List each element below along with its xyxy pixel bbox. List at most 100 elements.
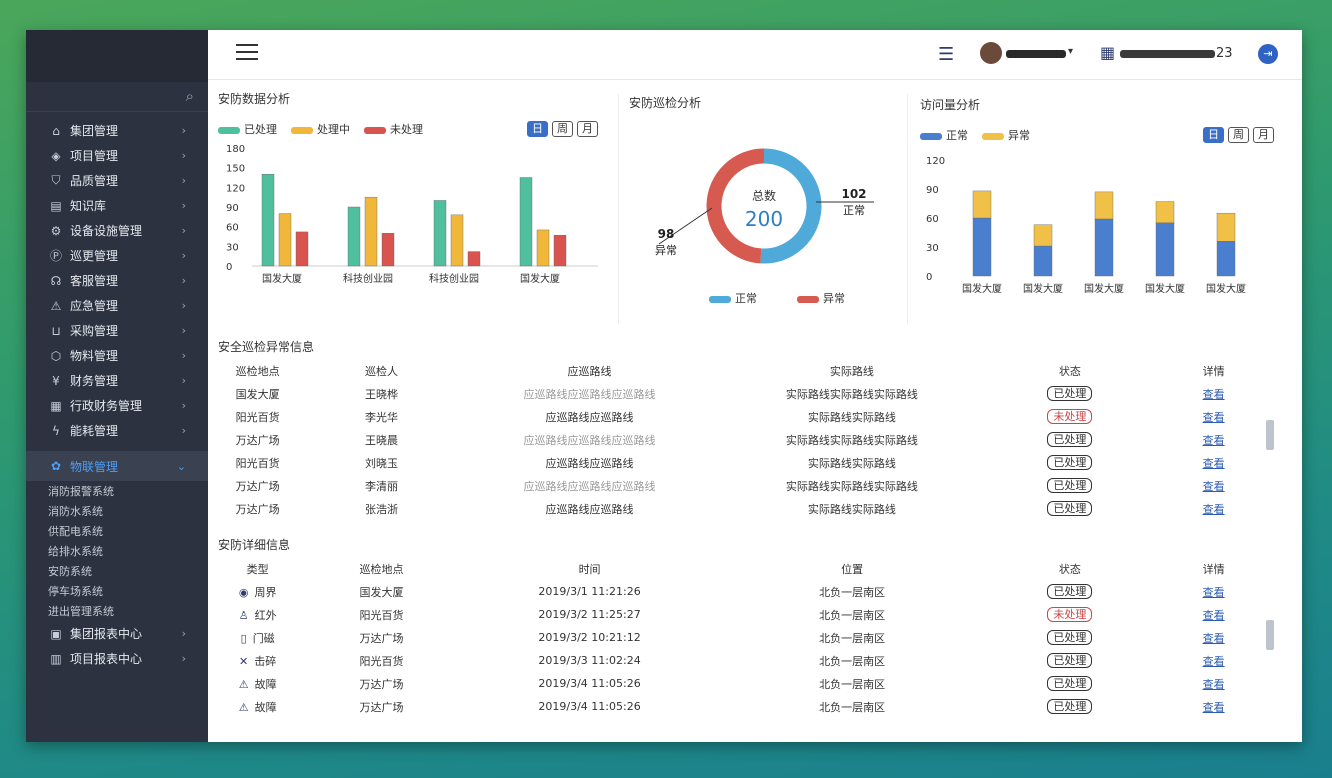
abnormal-label: 异常 [655,244,677,257]
sidebar-item[interactable]: ▤ 知识库 › [26,193,208,218]
sidebar-item[interactable]: ⌂ 集团管理 › [26,118,208,143]
bar [347,206,361,267]
column-header: 应巡路线 [567,364,612,378]
search-icon[interactable]: ⌕ [185,87,194,105]
avatar[interactable] [980,42,1002,64]
range-day-button[interactable]: 日 [1203,127,1224,143]
type-label: 门磁 [252,631,275,645]
view-link[interactable]: 查看 [1202,479,1225,493]
table-cell: 北负一层南区 [819,700,886,714]
view-link[interactable]: 查看 [1202,410,1225,424]
table-header: 巡检地点 巡检人 应巡路线 实际路线 状态 详情 [218,359,1278,382]
table-cell: 实际路线实际路线 [807,502,896,516]
scrollbar[interactable] [1266,620,1274,650]
view-link[interactable]: 查看 [1202,608,1225,622]
patrol-chart-panel: 安防巡检分析 总数 200 102 正常 98 异常 正常 异常 [618,94,908,324]
bar [519,177,533,267]
sidebar-subitem[interactable]: 消防水系统 [48,505,103,518]
door-sensor-icon: ▯ [240,631,247,645]
scrollbar[interactable] [1266,420,1274,450]
menu-toggle-icon[interactable] [236,44,258,62]
range-month-button[interactable]: 月 [577,121,598,137]
table-cell: 查看 [1149,695,1278,718]
table-cell: 国发大厦 [235,387,280,401]
sidebar-item[interactable]: ◈ 项目管理 › [26,143,208,168]
patrol-exception-panel: 安全巡检异常信息 巡检地点 巡检人 应巡路线 实际路线 状态 详情 国发大厦 王晓桦 应巡路线应… [218,338,1288,520]
y-tick-label: 90 [926,185,939,196]
sidebar-item-label: 客服管理 [70,274,119,288]
sidebar-item[interactable]: Ⓟ 巡更管理 › [26,243,208,268]
sidebar-item[interactable]: ϟ 能耗管理 › [26,418,208,443]
chart-legend: 正常 异常 [920,127,1030,143]
donut-center-value: 200 [745,207,783,231]
sidebar-item-label: 采购管理 [70,324,119,338]
sidebar-subitem[interactable]: 进出管理系统 [48,605,114,618]
view-link[interactable]: 查看 [1202,456,1225,470]
sidebar-item[interactable]: ▦ 行政财务管理 › [26,393,208,418]
table-cell: 刘晓玉 [364,456,398,470]
sidebar-item[interactable]: ⚙ 设备设施管理 › [26,218,208,243]
view-link[interactable]: 查看 [1202,654,1225,668]
view-link[interactable]: 查看 [1202,631,1225,645]
status-badge: 已处理 [1047,501,1093,516]
sidebar-subitem[interactable]: 给排水系统 [48,545,103,558]
sidebar-item[interactable]: ⚠ 应急管理 › [26,293,208,318]
sidebar-item[interactable]: ☊ 客服管理 › [26,268,208,293]
view-link[interactable]: 查看 [1202,502,1225,516]
x-tick-label: 国发大厦 [1023,282,1063,295]
range-week-button[interactable]: 周 [552,121,573,137]
username[interactable] [1006,50,1066,58]
bar [1033,224,1053,247]
chart-legend: 已处理 处理中 未处理 [218,121,423,137]
sidebar-subitem[interactable]: 供配电系统 [48,525,103,538]
list-icon[interactable]: ☰ [938,44,955,65]
glass-break-icon: ✕ [239,654,249,668]
sidebar-item[interactable]: ✿ 物联管理 ⌄ [26,451,208,481]
table-cell: 查看 [1149,474,1278,497]
table-row: ♙ 红外 阳光百货 2019/3/2 11:25:27 北负一层南区 未处理 查看 [218,603,1278,626]
status-badge: 已处理 [1047,455,1093,470]
sidebar-item[interactable]: ▣ 集团报表中心 › [26,621,208,646]
type-cell: ⚠ 故障 [218,695,297,718]
table-cell: 已处理 [991,695,1150,718]
sidebar-item[interactable]: ⛉ 品质管理 › [26,168,208,193]
range-week-button[interactable]: 周 [1228,127,1249,143]
type-label: 周界 [254,585,277,599]
range-month-button[interactable]: 月 [1253,127,1274,143]
fault-icon: ⚠ [238,677,249,691]
sidebar-item-label: 物料管理 [70,349,119,363]
logout-icon[interactable]: ⇥ [1258,44,1278,64]
cart-icon: ⊔ [51,323,61,338]
sidebar-item-label: 项目报表中心 [70,652,143,666]
sidebar-subitem[interactable]: 安防系统 [48,565,92,578]
table-cell: 查看 [1149,603,1278,626]
table-cell: 阳光百货 [359,654,404,668]
sidebar-search[interactable]: ⌕ [26,82,208,112]
leader-line [658,207,713,245]
range-selector: 日 周 月 [527,121,598,137]
view-link[interactable]: 查看 [1202,677,1225,691]
x-tick-label: 科技创业园 [429,272,479,285]
type-label: 故障 [254,700,277,714]
column-header: 巡检地点 [359,562,404,576]
view-link[interactable]: 查看 [1202,700,1225,714]
table-cell: 实际路线实际路线实际路线 [785,479,918,493]
table-cell: 实际路线实际路线实际路线 [785,387,918,401]
view-link[interactable]: 查看 [1202,433,1225,447]
sidebar-item[interactable]: ⬡ 物料管理 › [26,343,208,368]
sidebar-item[interactable]: ⊔ 采购管理 › [26,318,208,343]
sidebar-item[interactable]: ▥ 项目报表中心 › [26,646,208,671]
table-cell: 未处理 [991,405,1150,428]
table-cell: 北负一层南区 [819,677,886,691]
sidebar-item[interactable]: ¥ 财务管理 › [26,368,208,393]
bar [1155,222,1175,277]
status-badge: 已处理 [1047,386,1093,401]
column-header: 详情 [1202,562,1225,576]
range-day-button[interactable]: 日 [527,121,548,137]
type-cell: ✕ 击碎 [218,649,297,672]
sidebar-subitem[interactable]: 停车场系统 [48,585,103,598]
view-link[interactable]: 查看 [1202,585,1225,599]
view-link[interactable]: 查看 [1202,387,1225,401]
chevron-down-icon[interactable]: ▾ [1068,46,1074,57]
sidebar-subitem[interactable]: 消防报警系统 [48,485,114,498]
